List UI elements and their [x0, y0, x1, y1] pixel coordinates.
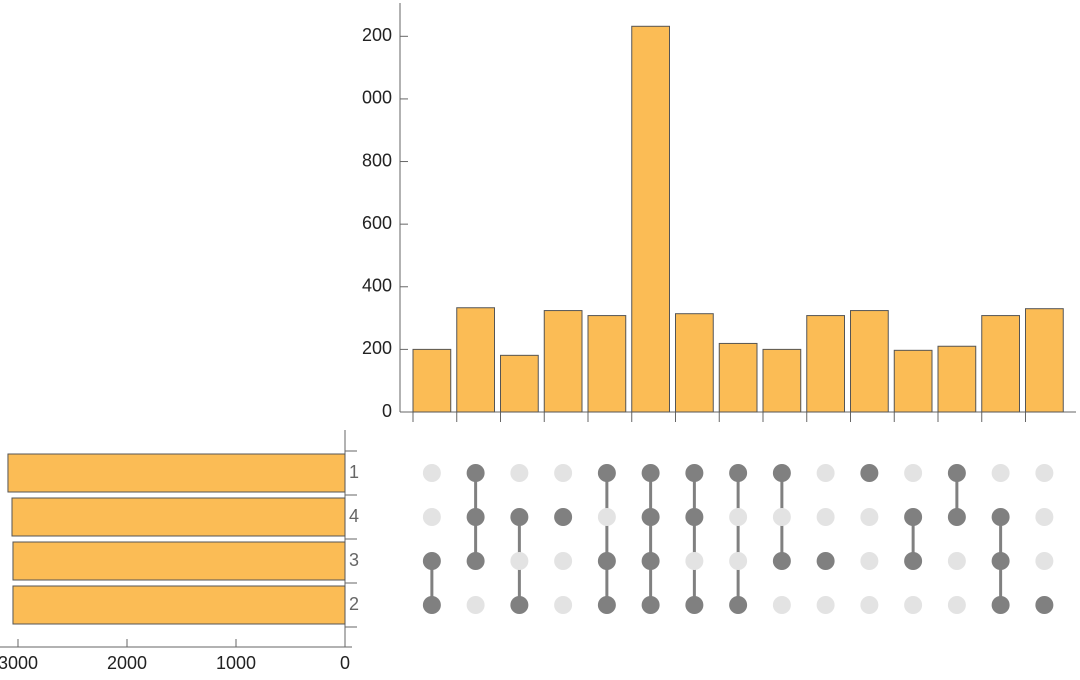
y-tick-label: 200 [362, 25, 392, 45]
dot-empty [947, 596, 966, 614]
dot-empty [947, 552, 966, 570]
set-label: 2 [349, 594, 359, 614]
dot-empty [554, 552, 573, 570]
dot-filled [904, 508, 923, 526]
dot-filled [641, 508, 660, 526]
dot-filled [641, 552, 660, 570]
bar [412, 348, 452, 413]
dot-filled [860, 464, 879, 482]
dot-empty [1035, 552, 1054, 570]
dot-filled [510, 596, 529, 614]
dot-empty [554, 596, 573, 614]
dot-filled [466, 464, 485, 482]
dot-empty [597, 508, 616, 526]
dot-filled [947, 464, 966, 482]
x-tick-label: 2000 [107, 653, 147, 673]
bar [937, 345, 977, 413]
dot-empty [685, 552, 704, 570]
dot-filled [685, 464, 704, 482]
dot-empty [904, 596, 923, 614]
bar [675, 313, 714, 413]
bar [850, 310, 889, 413]
dot-filled [510, 508, 529, 526]
bar [500, 354, 539, 413]
dot-empty [729, 508, 748, 526]
dot-filled [685, 508, 704, 526]
dot-filled [554, 508, 573, 526]
bar [981, 315, 1020, 413]
dot-empty [816, 464, 835, 482]
dot-filled [597, 552, 616, 570]
dot-empty [554, 464, 573, 482]
dot-filled [641, 596, 660, 614]
set-label: 3 [349, 550, 359, 570]
dot-empty [772, 596, 791, 614]
x-tick-label: 3000 [0, 653, 38, 673]
dot-empty [1035, 508, 1054, 526]
y-tick-label: 400 [362, 276, 392, 296]
bar [631, 25, 670, 413]
dot-empty [1035, 464, 1054, 482]
dot-filled [729, 464, 748, 482]
dot-empty [729, 552, 748, 570]
dot-empty [510, 552, 529, 570]
set-bar [12, 541, 346, 581]
dot-filled [1035, 596, 1054, 614]
set-label: 1 [349, 462, 359, 482]
bar [762, 348, 802, 413]
dot-filled [991, 552, 1010, 570]
dot-empty [904, 464, 923, 482]
dot-filled [641, 464, 660, 482]
x-tick-label: 1000 [216, 653, 256, 673]
dot-empty [510, 464, 529, 482]
bar [893, 349, 933, 413]
dot-filled [422, 552, 441, 570]
bar [718, 342, 758, 413]
dot-empty [860, 596, 879, 614]
y-tick-label: 600 [362, 213, 392, 233]
bar [543, 310, 583, 413]
dot-empty [422, 508, 441, 526]
dot-empty [991, 464, 1010, 482]
bar [806, 315, 845, 413]
dot-filled [685, 596, 704, 614]
bar [587, 315, 627, 413]
y-tick-label: 200 [362, 338, 392, 358]
dot-empty [466, 596, 485, 614]
dot-filled [991, 596, 1010, 614]
dot-filled [466, 552, 485, 570]
bar [456, 307, 495, 413]
dot-filled [597, 464, 616, 482]
dot-filled [816, 552, 835, 570]
set-bar [12, 585, 346, 625]
dot-empty [860, 552, 879, 570]
dot-filled [772, 464, 791, 482]
y-tick-label: 0 [382, 401, 392, 421]
dot-filled [466, 508, 485, 526]
dot-filled [597, 596, 616, 614]
dot-empty [422, 464, 441, 482]
dot-empty [772, 508, 791, 526]
y-tick-label: 000 [362, 88, 392, 108]
dot-filled [904, 552, 923, 570]
dot-filled [991, 508, 1010, 526]
x-tick-label: 0 [340, 653, 350, 673]
bar [1025, 308, 1064, 413]
y-tick-label: 800 [362, 150, 392, 170]
dot-filled [772, 552, 791, 570]
dot-empty [816, 596, 835, 614]
dot-filled [947, 508, 966, 526]
dot-empty [816, 508, 835, 526]
set-bar [7, 453, 346, 493]
dot-filled [729, 596, 748, 614]
set-bar [11, 497, 346, 537]
dot-empty [860, 508, 879, 526]
dot-filled [422, 596, 441, 614]
set-label: 4 [349, 506, 359, 526]
